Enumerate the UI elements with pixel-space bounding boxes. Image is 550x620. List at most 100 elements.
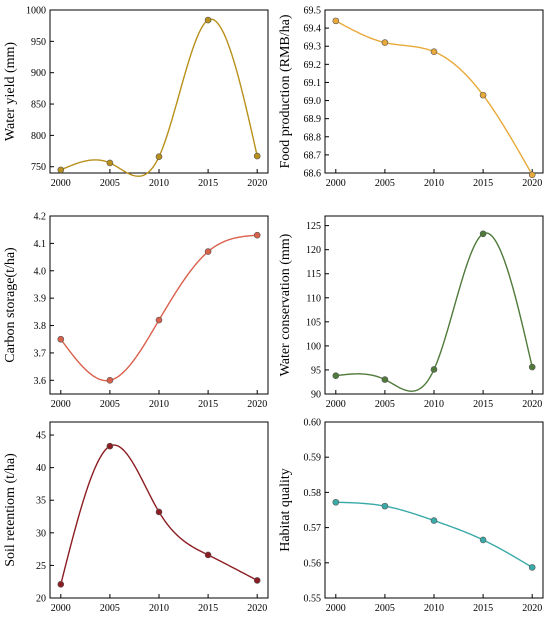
y-tick-label: 68.8 — [304, 132, 322, 143]
y-tick-label: 750 — [31, 162, 46, 173]
x-tick-label: 2010 — [424, 178, 444, 189]
data-point — [253, 152, 261, 160]
y-tick-label: 0.58 — [304, 488, 322, 499]
chart-panel-1: 750 800 850 900 950 1000 2000 2005 2010 2015 2020 W… — [3, 6, 269, 189]
x-tick-label: 2000 — [326, 178, 346, 189]
y-tick-label: 850 — [31, 100, 46, 111]
y-axis-label: Water yield (mm) — [3, 42, 18, 142]
y-tick-label: 0.60 — [304, 418, 322, 429]
data-point — [332, 498, 340, 506]
data-point — [253, 231, 261, 239]
y-axis-label: Water conservation (mm) — [278, 233, 293, 376]
x-tick-label: 2005 — [100, 178, 120, 189]
data-point — [57, 581, 65, 588]
y-tick-label: 35 — [36, 496, 46, 507]
data-point — [155, 316, 163, 324]
x-tick-label: 2020 — [247, 603, 267, 614]
series-line — [335, 501, 533, 568]
x-tick-label: 2005 — [100, 603, 120, 614]
plot-frame — [324, 421, 544, 599]
x-tick-label: 2015 — [198, 399, 218, 410]
y-tick-label: 3.9 — [34, 294, 47, 305]
data-point — [332, 372, 340, 380]
data-point — [381, 502, 389, 510]
y-tick-label: 950 — [31, 37, 46, 48]
x-tick-label: 2005 — [375, 178, 395, 189]
x-tick-label: 2000 — [51, 178, 71, 189]
y-tick-label: 95 — [311, 365, 321, 376]
y-tick-label: 69.4 — [304, 24, 322, 35]
plot-frame — [324, 9, 544, 174]
y-tick-label: 90 — [311, 390, 321, 401]
data-point — [204, 16, 212, 24]
plot-frame — [49, 9, 269, 174]
y-tick-label: 0.59 — [304, 453, 322, 464]
data-point — [381, 39, 389, 46]
series-line — [60, 234, 258, 382]
y-tick-label: 4.1 — [34, 239, 47, 250]
data-point — [430, 517, 438, 524]
y-tick-label: 69.1 — [304, 78, 322, 89]
x-tick-label: 2000 — [326, 399, 346, 410]
data-point — [479, 536, 487, 544]
chart-panel-5: 20 25 30 35 40 45 2000 2005 2010 2015 2020 Soil ret… — [3, 421, 269, 614]
y-tick-label: 105 — [306, 317, 321, 328]
x-tick-label: 2000 — [326, 603, 346, 614]
x-tick-label: 2010 — [149, 603, 169, 614]
y-tick-label: 69.2 — [304, 60, 322, 71]
y-tick-label: 0.56 — [304, 558, 322, 569]
series-line — [335, 20, 533, 176]
y-tick-label: 115 — [306, 269, 321, 280]
y-tick-label: 25 — [36, 561, 46, 572]
data-point — [106, 442, 114, 450]
x-tick-label: 2020 — [522, 399, 542, 410]
y-tick-label: 900 — [31, 68, 46, 79]
y-tick-label: 20 — [36, 594, 46, 605]
data-point — [332, 17, 340, 25]
chart-panel-6: 0.55 0.56 0.57 0.58 0.59 0.60 2000 2005 2010 2015… — [278, 418, 544, 614]
x-tick-label: 2020 — [522, 178, 542, 189]
x-tick-label: 2005 — [100, 399, 120, 410]
y-tick-label: 68.7 — [304, 150, 322, 161]
data-point — [57, 166, 65, 174]
y-axis-label: Soil retentiom (t/ha) — [3, 453, 18, 567]
x-tick-label: 2020 — [522, 603, 542, 614]
y-tick-label: 69.0 — [304, 96, 322, 107]
x-tick-label: 2020 — [247, 399, 267, 410]
y-tick-label: 110 — [306, 293, 321, 304]
data-point — [479, 230, 487, 238]
y-axis-label: Habitat quality — [278, 468, 293, 552]
y-tick-label: 69.5 — [304, 6, 322, 17]
y-axis-label: Carbon storage(t/ha) — [3, 247, 18, 363]
x-tick-label: 2015 — [198, 178, 218, 189]
y-tick-label: 68.9 — [304, 114, 322, 125]
x-tick-label: 2015 — [473, 603, 493, 614]
y-tick-label: 125 — [306, 221, 321, 232]
x-tick-label: 2000 — [51, 603, 71, 614]
data-point — [204, 551, 212, 559]
y-tick-label: 0.55 — [304, 594, 322, 605]
y-tick-label: 69.3 — [304, 42, 322, 53]
y-tick-label: 3.6 — [34, 376, 47, 387]
data-point — [155, 153, 163, 160]
data-point — [528, 564, 536, 571]
x-tick-label: 2005 — [375, 399, 395, 410]
data-point — [528, 171, 536, 179]
y-tick-label: 68.6 — [304, 169, 322, 180]
x-tick-label: 2010 — [424, 399, 444, 410]
data-point — [430, 366, 438, 373]
data-point — [430, 48, 438, 55]
y-tick-label: 1000 — [26, 6, 46, 17]
y-tick-label: 3.7 — [34, 348, 47, 359]
y-tick-label: 120 — [306, 245, 321, 256]
x-tick-label: 2005 — [375, 603, 395, 614]
chart-panel-2: 68.6 68.7 68.8 68.9 69.0 69.1 69.2 69.3 69.4 69.5… — [278, 6, 544, 189]
y-tick-label: 800 — [31, 131, 46, 142]
data-point — [528, 363, 536, 371]
y-tick-label: 4.2 — [34, 212, 47, 223]
data-point — [106, 159, 114, 167]
x-tick-label: 2010 — [424, 603, 444, 614]
data-point — [479, 91, 487, 99]
data-point — [57, 335, 65, 343]
y-tick-label: 4.0 — [34, 266, 47, 277]
